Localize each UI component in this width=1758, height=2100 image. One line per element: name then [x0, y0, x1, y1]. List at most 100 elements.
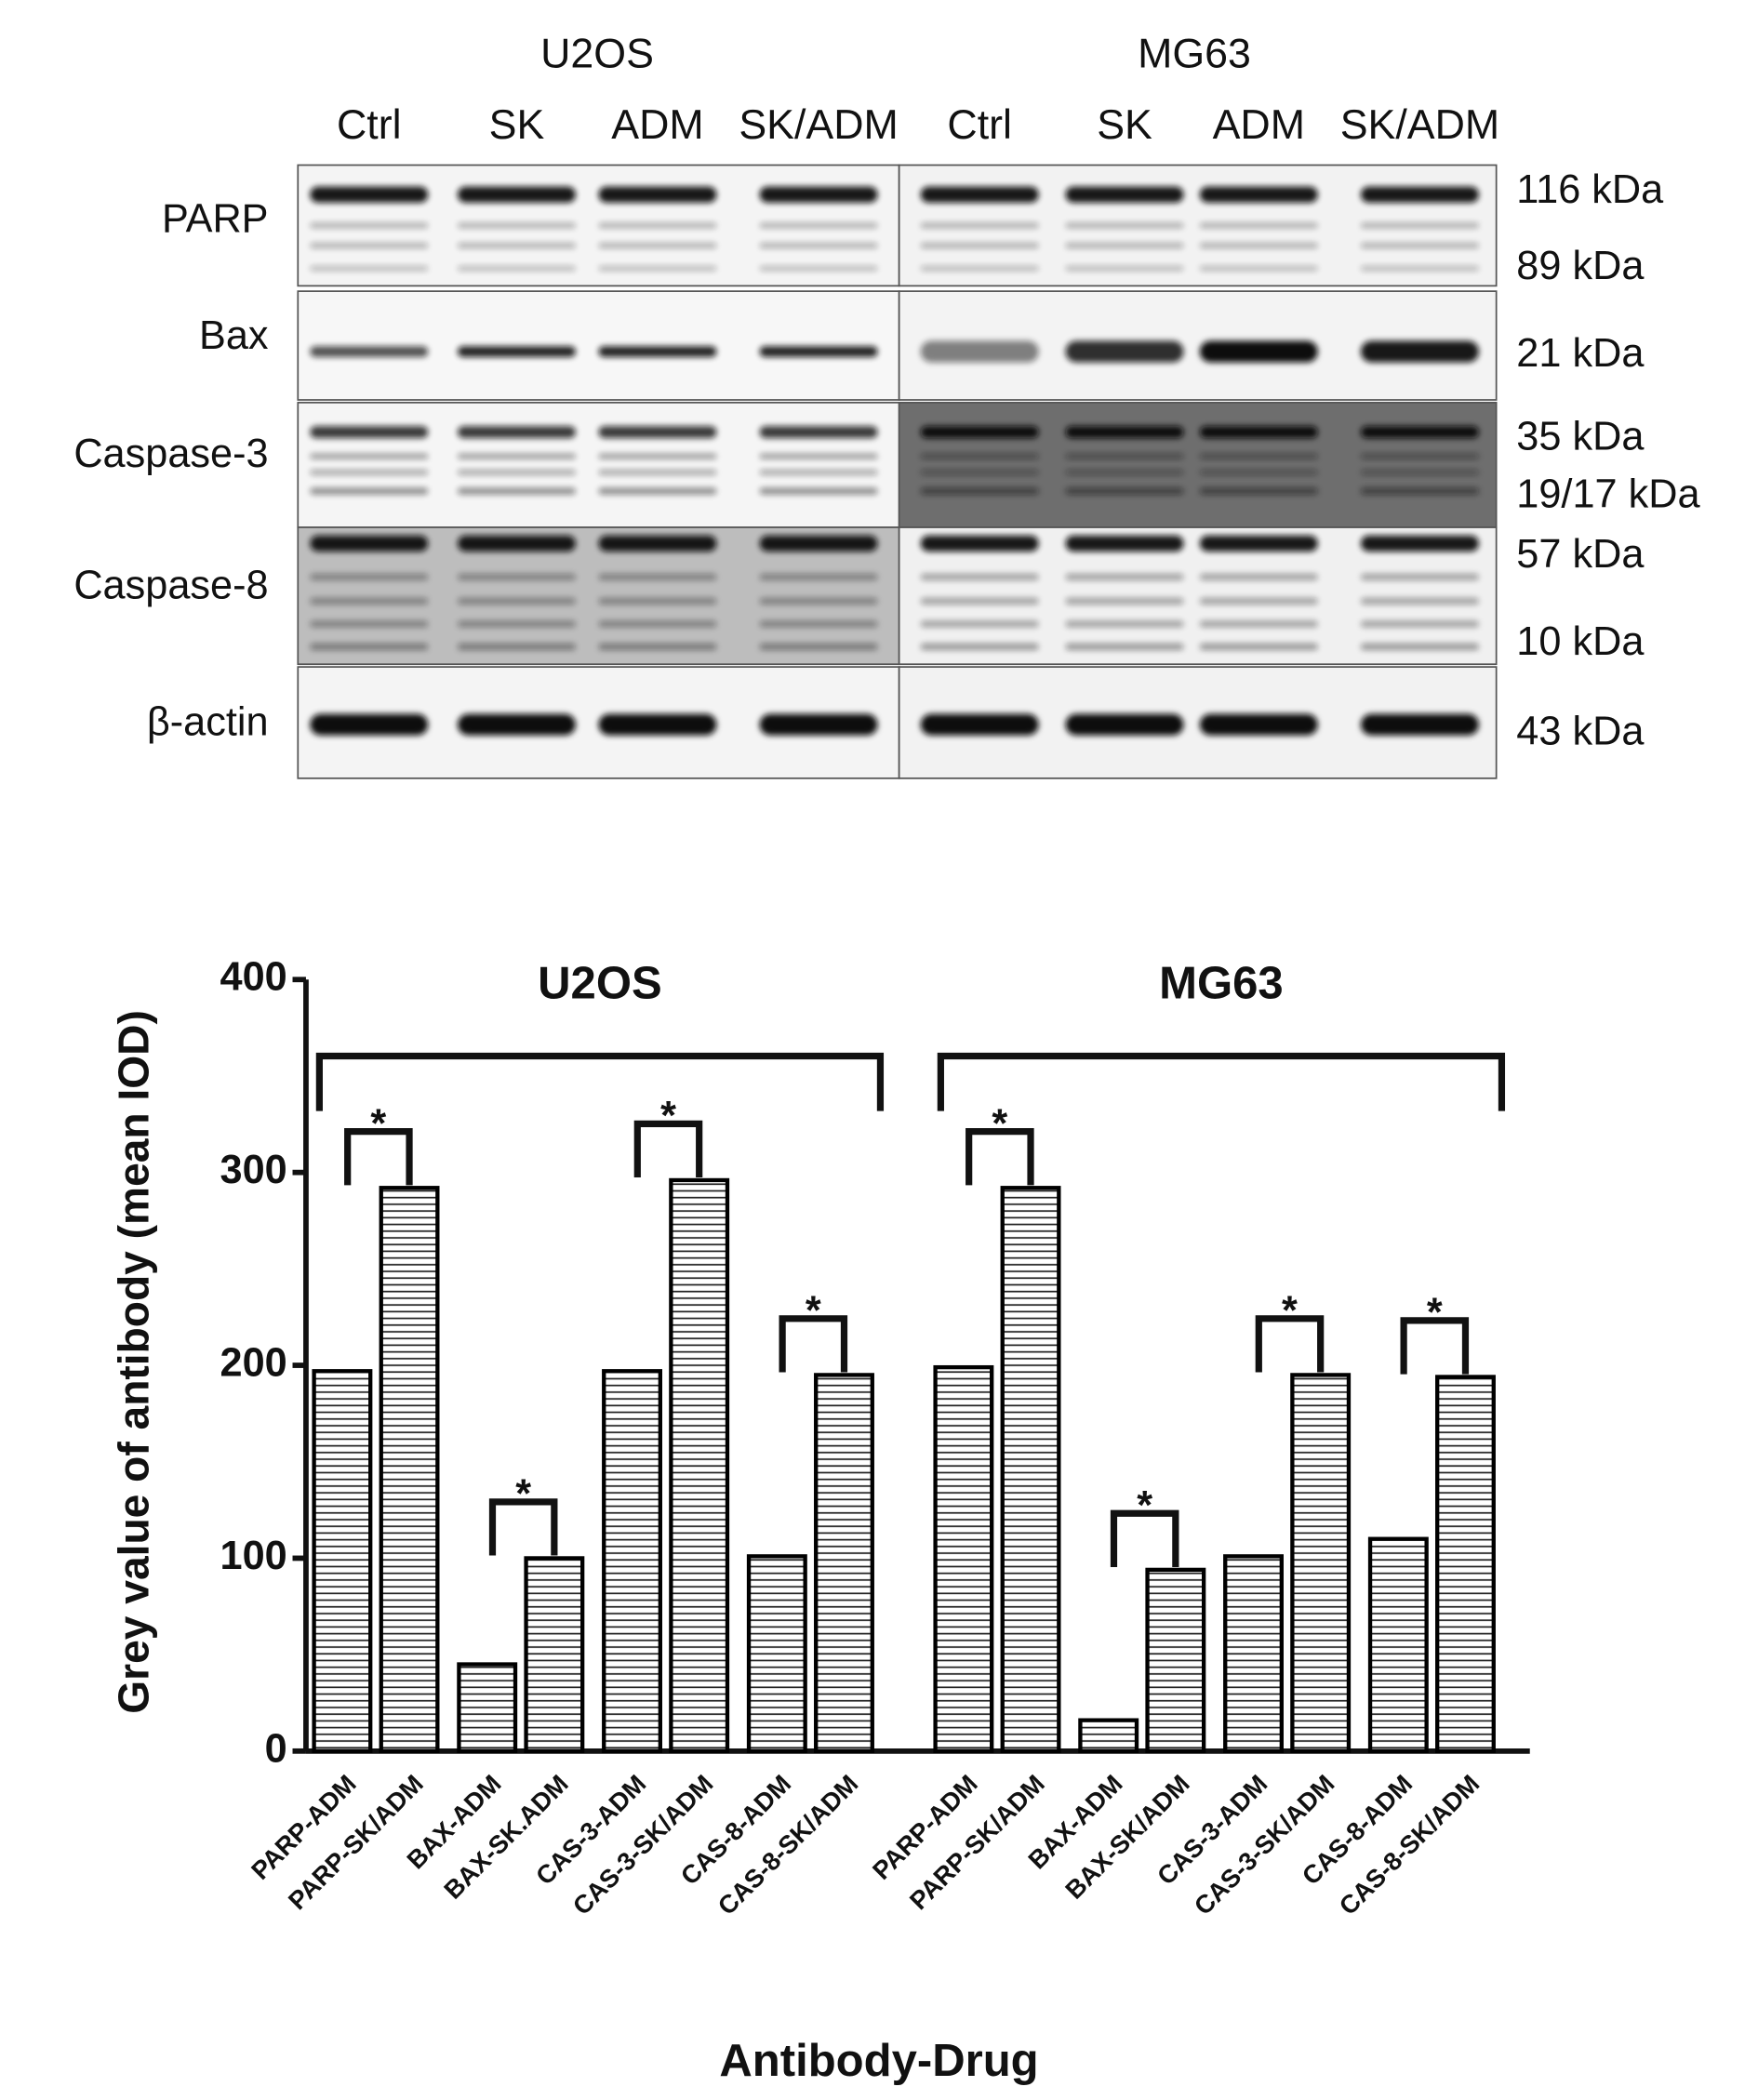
blot-band: [310, 346, 429, 357]
blot-band: [759, 265, 878, 272]
y-axis-title: Grey value of antibody (mean IOD): [109, 1010, 157, 1714]
blot-band: [598, 597, 717, 605]
bar: [379, 1186, 440, 1753]
marker-label: 10 kDa: [1516, 619, 1645, 664]
blot-band: [920, 243, 1039, 248]
blot-band: [1360, 243, 1479, 248]
significance-label: *: [370, 1101, 386, 1146]
blot-band: [310, 186, 429, 203]
lane-label: ADM: [611, 102, 703, 148]
bar: [457, 1662, 518, 1753]
bar: [1435, 1375, 1496, 1753]
bar: [312, 1369, 373, 1753]
blot-band: [1360, 265, 1479, 272]
marker-label: 43 kDa: [1516, 710, 1645, 754]
bar: [1145, 1567, 1206, 1753]
blot-band: [1360, 426, 1479, 439]
blot-band: [759, 487, 878, 495]
blot-band: [457, 346, 576, 357]
protein-label: Caspase-8: [73, 563, 268, 607]
bar: [1290, 1373, 1352, 1753]
blot-band: [759, 597, 878, 605]
bar: [1000, 1186, 1061, 1753]
significance-label: *: [806, 1288, 821, 1333]
blot-band: [1065, 535, 1184, 552]
blot-band: [1199, 643, 1318, 651]
group-bracket: [937, 1052, 1506, 1111]
marker-label: 116 kDa: [1516, 167, 1664, 212]
blot-band: [1360, 340, 1479, 363]
blot-band: [598, 265, 717, 272]
significance-label: *: [1282, 1288, 1298, 1333]
y-tick-label: 300: [220, 1148, 287, 1192]
group-label: U2OS: [538, 958, 662, 1008]
protein-label: Bax: [199, 313, 269, 358]
blot-band: [920, 453, 1039, 459]
blot-band: [1199, 470, 1318, 475]
blot-band: [598, 713, 717, 736]
lane-label: SK/ADM: [1340, 102, 1499, 148]
blot-band: [310, 713, 429, 736]
bar: [1367, 1536, 1429, 1753]
blot-band: [920, 186, 1039, 203]
y-tick-label: 0: [265, 1726, 287, 1771]
blot-band: [310, 573, 429, 581]
blot-panel: [297, 402, 900, 528]
blot-band: [1065, 597, 1184, 605]
blot-band: [1199, 453, 1318, 459]
marker-label: 35 kDa: [1516, 414, 1645, 459]
cell-line-label: MG63: [1138, 31, 1251, 76]
blot-band: [310, 597, 429, 605]
blot-band: [1065, 470, 1184, 475]
blot-band: [1360, 643, 1479, 651]
blot-band: [920, 573, 1039, 581]
blot-band: [759, 453, 878, 459]
blot-band: [598, 243, 717, 248]
blot-band: [598, 643, 717, 651]
blot-band: [457, 426, 576, 439]
blot-band: [1065, 573, 1184, 581]
bar: [1223, 1554, 1284, 1753]
blot-band: [1199, 243, 1318, 248]
lane-label: Ctrl: [337, 102, 402, 148]
bar: [1078, 1718, 1139, 1753]
blot-band: [310, 222, 429, 229]
marker-label: 57 kDa: [1516, 532, 1645, 577]
lane-label: SK/ADM: [739, 102, 898, 148]
blot-band: [598, 573, 717, 581]
blot-band: [759, 535, 878, 552]
bar: [814, 1373, 874, 1753]
blot-panel: [297, 290, 900, 401]
blot-band: [598, 186, 717, 203]
blot-band: [1199, 535, 1318, 552]
significance-bracket: [966, 1128, 1034, 1186]
blot-band: [457, 265, 576, 272]
lane-label: SK: [1097, 102, 1152, 148]
blot-band: [920, 643, 1039, 651]
cell-line-label: U2OS: [540, 31, 654, 76]
blot-band: [457, 470, 576, 475]
significance-bracket: [1255, 1315, 1325, 1373]
blot-band: [1199, 573, 1318, 581]
blot-band: [598, 346, 717, 357]
blot-band: [920, 265, 1039, 272]
group-bracket: [315, 1052, 885, 1111]
blot-band: [1065, 222, 1184, 229]
blot-panel: [898, 402, 1498, 528]
blot-band: [598, 426, 717, 439]
blot-band: [759, 186, 878, 203]
blot-band: [1199, 222, 1318, 229]
blot-band: [457, 535, 576, 552]
significance-bracket: [344, 1128, 413, 1186]
bar-chart: 0 100 200 300 400 Grey value of antibody (mea…: [109, 955, 1530, 2086]
marker-label: 89 kDa: [1516, 244, 1645, 288]
blot-band: [457, 453, 576, 459]
blot-band: [310, 620, 429, 628]
blot-band: [1360, 453, 1479, 459]
significance-bracket: [1400, 1317, 1470, 1375]
blot-band: [457, 643, 576, 651]
blot-band: [759, 346, 878, 357]
blot-band: [457, 186, 576, 203]
blot-band: [759, 426, 878, 439]
blot-band: [920, 340, 1039, 363]
